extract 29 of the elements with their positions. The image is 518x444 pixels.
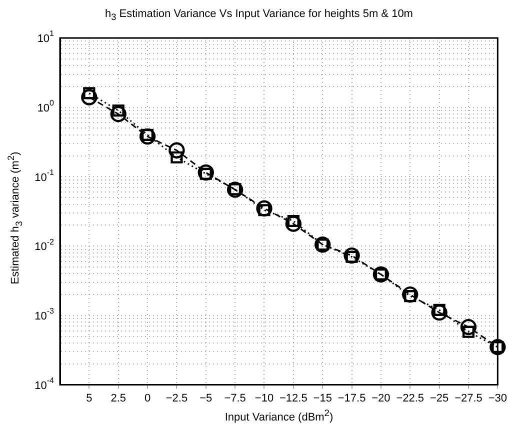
x-tick-label: −15 — [313, 392, 332, 404]
point — [402, 286, 418, 303]
x-tick-label: 2.5 — [110, 392, 126, 404]
x-tick-label: −5 — [200, 392, 212, 404]
x-tick-label: −10 — [254, 392, 274, 404]
x-axis-title: Input Variance (dBm$^{2}$) — [224, 408, 334, 424]
x-tick-label: −2.5 — [166, 392, 188, 404]
point — [198, 164, 214, 181]
point — [344, 247, 360, 264]
x-tick-label: 0 — [144, 392, 151, 404]
x-tick-label: −12.5 — [280, 392, 308, 404]
point — [460, 318, 477, 336]
x-tick-label: −17.5 — [338, 392, 366, 404]
point — [110, 106, 126, 122]
x-tick-label: −22.5 — [396, 392, 424, 404]
x-tick-label: −30 — [488, 392, 508, 404]
point — [168, 142, 185, 158]
x-tick-label: −27.5 — [454, 392, 482, 404]
x-tick-label: −25 — [430, 392, 449, 404]
chart-title: h$_{3}$ Estimation Variance Vs Input Variance for heights 5m & 10m — [104, 8, 414, 24]
point — [256, 200, 272, 216]
point — [285, 216, 302, 232]
x-tick-label: −20 — [372, 392, 390, 404]
x-tick-label: −7.5 — [224, 392, 246, 404]
point — [81, 89, 98, 106]
x-tick-label: 5 — [86, 392, 92, 404]
point — [139, 128, 156, 145]
point — [170, 151, 183, 164]
point — [431, 304, 448, 321]
